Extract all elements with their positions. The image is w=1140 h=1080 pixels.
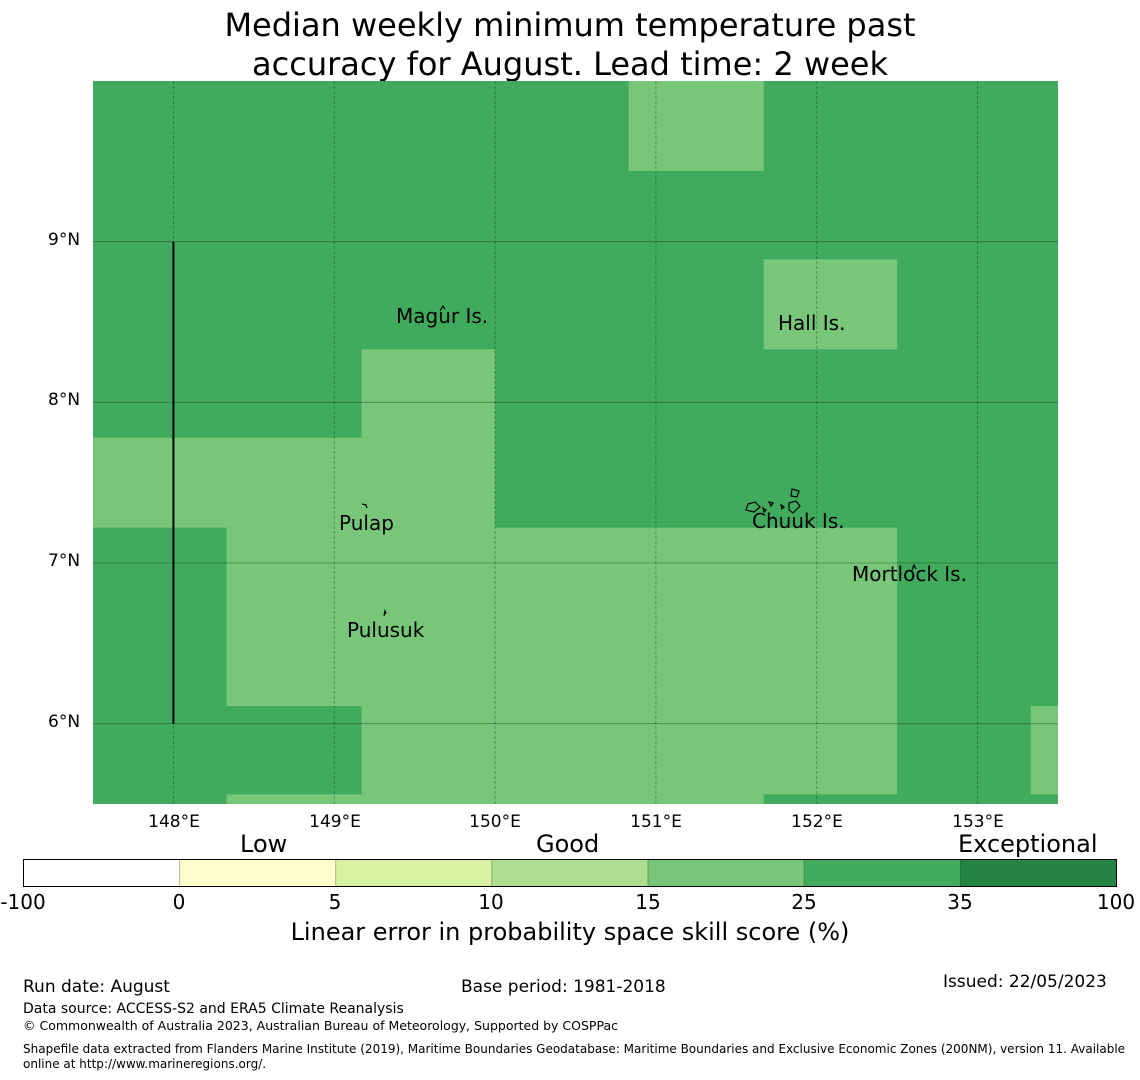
x-tick-label: 149°E (309, 812, 361, 832)
colorbar-tick-label: 15 (635, 890, 661, 914)
x-tick-label: 148°E (148, 812, 200, 832)
colorbar-bin (335, 859, 493, 887)
island-outlines (361, 304, 917, 617)
shapefile-credit-line-1: Shapefile data extracted from Flanders M… (23, 1042, 1126, 1056)
colorbar-bin (959, 859, 1117, 887)
map-cells (93, 81, 1058, 804)
skill-region-15-to-25 (628, 81, 764, 171)
x-tick-label: 150°E (469, 812, 521, 832)
colorbar-tick-label: -100 (0, 890, 46, 914)
legend-category-good: Good (536, 830, 600, 858)
data-source: Data source: ACCESS-S2 and ERA5 Climate … (23, 1001, 404, 1017)
place-label-pulap: Pulap (339, 511, 394, 535)
mortlock-island-outline (911, 563, 917, 571)
skill-score-map (93, 81, 1058, 804)
skill-region-15-to-25 (763, 259, 898, 350)
legend-colorbar (23, 859, 1117, 887)
skill-region-15-to-25 (226, 527, 898, 706)
colorbar-tick-label: 100 (1096, 890, 1136, 914)
y-tick-label: 9°N (48, 230, 81, 250)
place-label-magur: Magur Is. (396, 304, 489, 328)
colorbar-tick-label: 25 (791, 890, 817, 914)
x-tick-label: 153°E (952, 812, 1004, 832)
colorbar-axis-label: Linear error in probability space skill … (290, 918, 850, 946)
colorbar-cells (23, 859, 1117, 887)
place-label-mortlock: Mortlock Is. (852, 562, 967, 586)
base-period: Base period: 1981-2018 (461, 977, 666, 997)
magur-island-outline (439, 304, 446, 312)
pulusuk-island-outline (383, 608, 387, 617)
copyright-notice: © Commonwealth of Australia 2023, Austra… (23, 1018, 618, 1033)
chuuk-islands-outline (745, 488, 801, 514)
map-title-line-2: accuracy for August. Lead time: 2 week (252, 45, 888, 83)
x-tick-label: 151°E (630, 812, 682, 832)
colorbar-bin (179, 859, 337, 887)
legend-category-exceptional: Exceptional (958, 830, 1098, 858)
colorbar-bin (647, 859, 805, 887)
issued-date: Issued: 22/05/2023 (943, 972, 1107, 992)
run-date: Run date: August (23, 977, 170, 997)
skill-region-15-to-25 (226, 794, 362, 804)
map-title-line-1: Median weekly minimum temperature past (224, 6, 916, 44)
x-tick-label: 152°E (791, 812, 843, 832)
legend-category-low: Low (240, 830, 288, 858)
skill-region-15-to-25 (361, 349, 496, 438)
colorbar-bin (23, 859, 181, 887)
y-tick-label: 6°N (48, 712, 81, 732)
skill-region-15-to-25 (361, 705, 898, 795)
skill-region-15-to-25 (361, 794, 764, 804)
colorbar-bin (491, 859, 649, 887)
colorbar-tick-label: 10 (478, 890, 504, 914)
shapefile-credit-line-2: online at http://www.marineregions.org/. (23, 1057, 267, 1071)
y-tick-label: 8°N (48, 390, 81, 410)
colorbar-frame (23, 859, 1117, 887)
skill-region-15-to-25 (93, 437, 496, 528)
place-label-chuuk: Chuuk Is. (752, 509, 845, 533)
colorbar-bin (803, 859, 961, 887)
y-tick-label: 7°N (48, 551, 81, 571)
place-label-pulusuk: Pulusuk (347, 618, 425, 642)
pulap-island-outline (361, 503, 368, 509)
skill-region-15-to-25 (1030, 705, 1058, 795)
colorbar-tick-label: 5 (328, 890, 342, 914)
colorbar-tick-label: 0 (172, 890, 186, 914)
colorbar-tick-label: 35 (947, 890, 973, 914)
map-gridlines (93, 81, 1058, 804)
place-label-hall: Hall Is. (778, 311, 846, 335)
